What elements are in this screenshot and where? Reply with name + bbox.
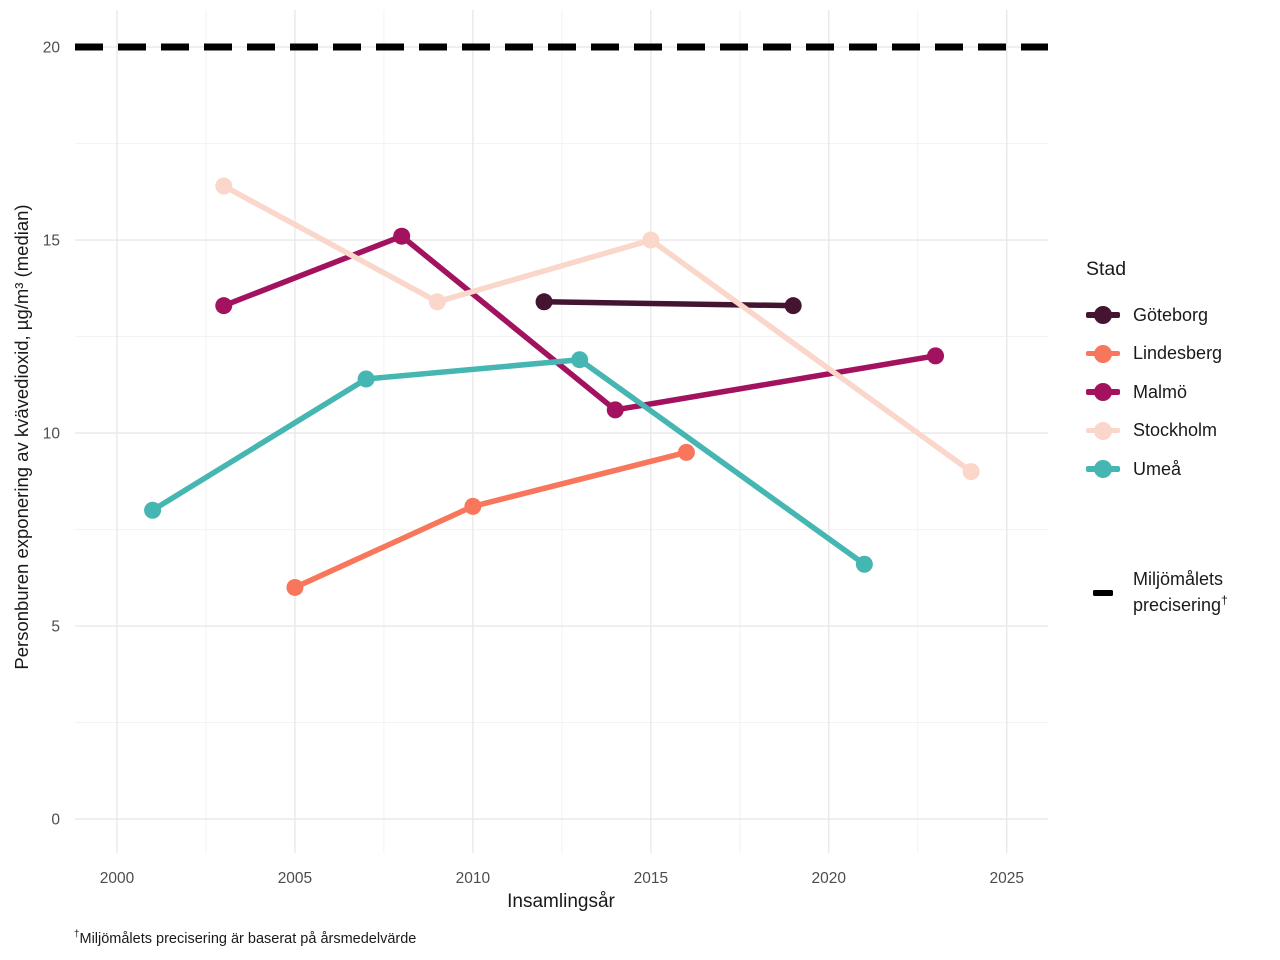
data-point-lindesberg-2016 <box>677 443 695 461</box>
legend-item-goteborg: Göteborg <box>1086 296 1276 335</box>
y-tick-label: 15 <box>43 233 60 250</box>
data-point-stockholm-2015 <box>642 231 660 249</box>
legend-item-label: Malmö <box>1133 381 1188 402</box>
footnote-text: Miljömålets precisering är baserat på år… <box>79 930 417 947</box>
data-point-umea-2007 <box>357 370 375 388</box>
data-point-goteborg-2019 <box>784 297 802 315</box>
legend-item-label: Stockholm <box>1133 420 1218 441</box>
data-point-stockholm-2009 <box>428 293 446 311</box>
data-point-goteborg-2012 <box>535 293 553 311</box>
series-line-goteborg <box>541 299 796 309</box>
series-line-lindesberg <box>292 449 690 591</box>
data-point-malmo-2023 <box>927 347 945 365</box>
footnote: †Miljömålets precisering är baserat på å… <box>74 929 416 947</box>
legend-key-icon <box>1086 382 1120 402</box>
series-line-umea <box>149 356 868 568</box>
data-point-malmo-2014 <box>606 401 624 419</box>
dagger-icon: † <box>1221 593 1228 607</box>
x-tick-label: 2005 <box>278 870 312 887</box>
x-axis-title: Insamlingsår <box>507 891 615 912</box>
y-tick-label: 5 <box>51 619 60 636</box>
x-tick-label: 2020 <box>812 870 847 887</box>
data-point-stockholm-2024 <box>962 463 980 481</box>
legend-key-dot <box>1094 306 1112 325</box>
dagger-icon: † <box>74 929 80 940</box>
data-point-umea-2013 <box>571 351 589 369</box>
legend-dashed-label-line2: precisering <box>1133 595 1222 615</box>
legend-key-dot <box>1094 460 1112 479</box>
y-axis-title: Personburen exponering av kvävedioxid, µ… <box>11 204 32 670</box>
x-tick-label: 2000 <box>100 870 135 887</box>
data-point-umea-2021 <box>855 555 873 573</box>
x-tick-label: 2015 <box>634 870 668 887</box>
legend-item-lindesberg: Lindesberg <box>1086 335 1276 374</box>
legend-dashed-label-line1: Miljömålets <box>1133 568 1224 589</box>
legend-key-dot <box>1094 344 1112 363</box>
series-line-stockholm <box>221 183 974 475</box>
data-point-malmo-2003 <box>215 297 233 315</box>
legend-item-umea: Umeå <box>1086 450 1276 489</box>
legend-items: Göteborg Lindesberg Malmö Stockholm Umeå <box>1086 296 1276 489</box>
data-point-stockholm-2003 <box>215 177 233 195</box>
legend-key-dot <box>1094 421 1112 440</box>
legend: Stad Göteborg Lindesberg Malmö Stockholm Ume… <box>1086 258 1276 617</box>
series-line-malmo <box>221 233 939 413</box>
y-tick-label: 20 <box>43 40 61 57</box>
legend-item-label: Umeå <box>1133 458 1182 479</box>
legend-key-icon <box>1086 305 1120 325</box>
y-tick-label: 0 <box>51 812 60 829</box>
legend-item-stockholm: Stockholm <box>1086 412 1276 451</box>
data-point-lindesberg-2010 <box>464 497 482 515</box>
legend-item-label: Göteborg <box>1133 304 1209 325</box>
legend-item-target-line: Miljömålets precisering† <box>1086 569 1276 617</box>
data-point-malmo-2008 <box>393 227 411 245</box>
data-point-umea-2001 <box>144 501 162 519</box>
legend-item-malmo: Malmö <box>1086 373 1276 412</box>
legend-key-icon <box>1086 459 1120 479</box>
x-tick-label: 2010 <box>456 870 491 887</box>
legend-key-dot <box>1094 383 1112 402</box>
legend-title: Stad <box>1086 258 1127 280</box>
legend-key-icon <box>1086 344 1120 364</box>
legend-item-label: Lindesberg <box>1133 343 1223 364</box>
legend-dashed-label: Miljömålets precisering† <box>1133 569 1228 617</box>
x-tick-label: 2025 <box>989 870 1023 887</box>
y-tick-label: 10 <box>43 426 61 443</box>
dashed-line-key-icon <box>1093 589 1113 596</box>
legend-key-icon <box>1086 421 1120 441</box>
data-point-lindesberg-2005 <box>286 578 304 596</box>
